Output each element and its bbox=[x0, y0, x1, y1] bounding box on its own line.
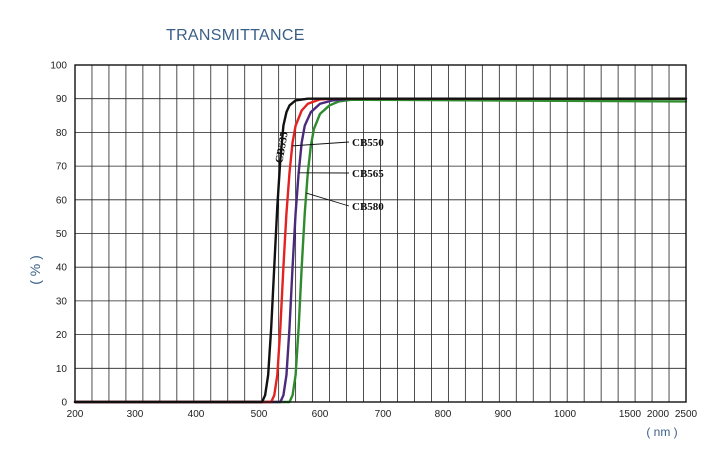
x-tick-label: 600 bbox=[312, 409, 329, 420]
series-label-cb565: CB565 bbox=[352, 168, 384, 180]
y-tick-label: 40 bbox=[56, 263, 68, 274]
plot-frame bbox=[74, 64, 687, 403]
y-tick-label: 20 bbox=[56, 330, 68, 341]
y-tick-label: 60 bbox=[56, 195, 68, 206]
x-tick-label: 2500 bbox=[675, 409, 698, 420]
tick-labels: 0 10 20 30 40 50 60 70 80 90 100 200 300 400 500 600 700… bbox=[50, 61, 697, 421]
x-tick-label: 400 bbox=[188, 409, 205, 420]
x-tick-label: 1500 bbox=[619, 409, 642, 420]
x-tick-label: 700 bbox=[375, 409, 392, 420]
x-axis-label: ( nm ) bbox=[646, 425, 677, 439]
leader-line-cb550 bbox=[292, 141, 350, 147]
x-tick-label: 2000 bbox=[647, 409, 670, 420]
y-tick-label: 30 bbox=[56, 296, 68, 307]
series-label-cb580: CB580 bbox=[352, 201, 384, 213]
x-tick-label: 900 bbox=[495, 409, 512, 420]
series-line-cb550 bbox=[73, 97, 688, 404]
x-tick-label: 200 bbox=[67, 409, 84, 420]
x-tick-label: 300 bbox=[127, 409, 144, 420]
y-tick-label: 80 bbox=[56, 128, 68, 139]
series-line-cb535 bbox=[73, 97, 688, 404]
y-tick-label: 70 bbox=[56, 162, 68, 173]
y-tick-label: 50 bbox=[56, 229, 68, 240]
y-tick-label: 100 bbox=[50, 61, 67, 72]
x-tick-label: 500 bbox=[251, 409, 268, 420]
y-tick-label: 10 bbox=[56, 364, 68, 375]
x-tick-label: 800 bbox=[435, 409, 452, 420]
series-label-cb535: CB535 bbox=[273, 130, 290, 164]
y-tick-label: 0 bbox=[61, 398, 67, 409]
chart-title: TRANSMITTANCE bbox=[166, 27, 305, 44]
leader-line-cb580 bbox=[306, 192, 350, 207]
x-tick-label: 1000 bbox=[554, 409, 577, 420]
grid bbox=[75, 65, 686, 402]
y-tick-label: 90 bbox=[56, 94, 68, 105]
series-label-cb550: CB550 bbox=[352, 137, 384, 149]
y-axis-label: ( % ) bbox=[27, 255, 43, 285]
series-labels: CB535 CB550 CB565 CB580 bbox=[273, 130, 384, 213]
